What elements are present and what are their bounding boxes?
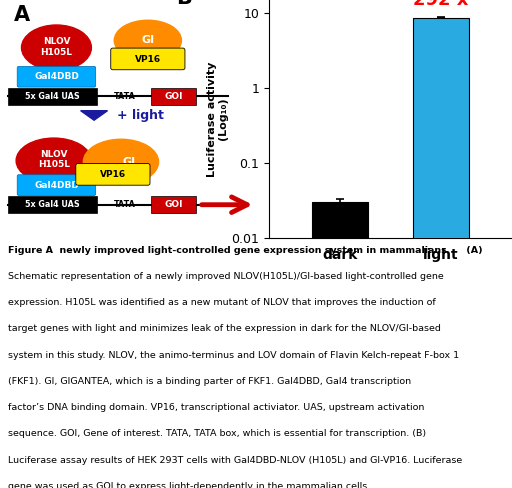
Text: 5x Gal4 UAS: 5x Gal4 UAS xyxy=(25,200,80,209)
FancyBboxPatch shape xyxy=(8,196,97,213)
Text: GI: GI xyxy=(122,157,136,167)
Text: TATA: TATA xyxy=(114,92,136,101)
FancyBboxPatch shape xyxy=(111,48,185,70)
Text: 292 x: 292 x xyxy=(413,0,469,9)
FancyBboxPatch shape xyxy=(76,163,150,185)
Text: VP16: VP16 xyxy=(100,170,126,179)
Ellipse shape xyxy=(22,25,92,70)
Text: NLOV: NLOV xyxy=(42,37,70,46)
Text: expression. H105L was identified as a new mutant of NLOV that improves the induc: expression. H105L was identified as a ne… xyxy=(8,298,435,307)
Text: 5x Gal4 UAS: 5x Gal4 UAS xyxy=(25,92,80,101)
Text: H105L: H105L xyxy=(40,48,73,57)
FancyBboxPatch shape xyxy=(151,196,196,213)
Text: A: A xyxy=(13,5,30,25)
Text: (FKF1). GI, GIGANTEA, which is a binding parter of FKF1. Gal4DBD, Gal4 transcrip: (FKF1). GI, GIGANTEA, which is a binding… xyxy=(8,377,411,386)
Text: target genes with light and minimizes leak of the expression in dark for the NLO: target genes with light and minimizes le… xyxy=(8,325,440,333)
Y-axis label: Luciferase activity
(Log₁₀): Luciferase activity (Log₁₀) xyxy=(207,61,228,177)
Text: Gal4DBD: Gal4DBD xyxy=(34,181,79,190)
FancyBboxPatch shape xyxy=(8,88,97,105)
FancyBboxPatch shape xyxy=(151,88,196,105)
Text: sequence. GOI, Gene of interest. TATA, TATA box, which is essential for transcri: sequence. GOI, Gene of interest. TATA, T… xyxy=(8,429,426,438)
Polygon shape xyxy=(81,111,108,120)
Ellipse shape xyxy=(16,138,91,183)
Text: gene was used as GOI to express light-dependently in the mammalian cells.: gene was used as GOI to express light-de… xyxy=(8,482,370,488)
Text: GOI: GOI xyxy=(164,200,183,209)
Ellipse shape xyxy=(83,139,159,184)
Text: Gal4DBD: Gal4DBD xyxy=(34,72,79,81)
Text: factor’s DNA binding domain. VP16, transcriptional activiator. UAS, upstream act: factor’s DNA binding domain. VP16, trans… xyxy=(8,403,424,412)
Text: H105L: H105L xyxy=(38,160,70,169)
Text: NLOV: NLOV xyxy=(40,150,68,159)
Ellipse shape xyxy=(114,20,181,61)
FancyBboxPatch shape xyxy=(17,175,96,195)
Text: Figure A  newly improved light-controlled gene expression system in mammalians  : Figure A newly improved light-controlled… xyxy=(8,245,482,255)
Text: GOI: GOI xyxy=(164,92,183,101)
Bar xyxy=(413,18,469,488)
Text: + light: + light xyxy=(117,109,164,122)
Text: Schematic representation of a newly improved NLOV(H105L)/GI-based light-controll: Schematic representation of a newly impr… xyxy=(8,272,443,281)
Bar xyxy=(312,203,368,488)
FancyBboxPatch shape xyxy=(17,66,96,87)
Text: B: B xyxy=(176,0,193,8)
Text: VP16: VP16 xyxy=(135,55,161,63)
Text: system in this study. NLOV, the animo-terminus and LOV domain of Flavin Kelch-re: system in this study. NLOV, the animo-te… xyxy=(8,350,459,360)
Text: GI: GI xyxy=(141,36,155,45)
Text: Luciferase assay results of HEK 293T cells with Gal4DBD-NLOV (H105L) and GI-VP16: Luciferase assay results of HEK 293T cel… xyxy=(8,455,462,465)
Text: TATA: TATA xyxy=(114,200,136,209)
